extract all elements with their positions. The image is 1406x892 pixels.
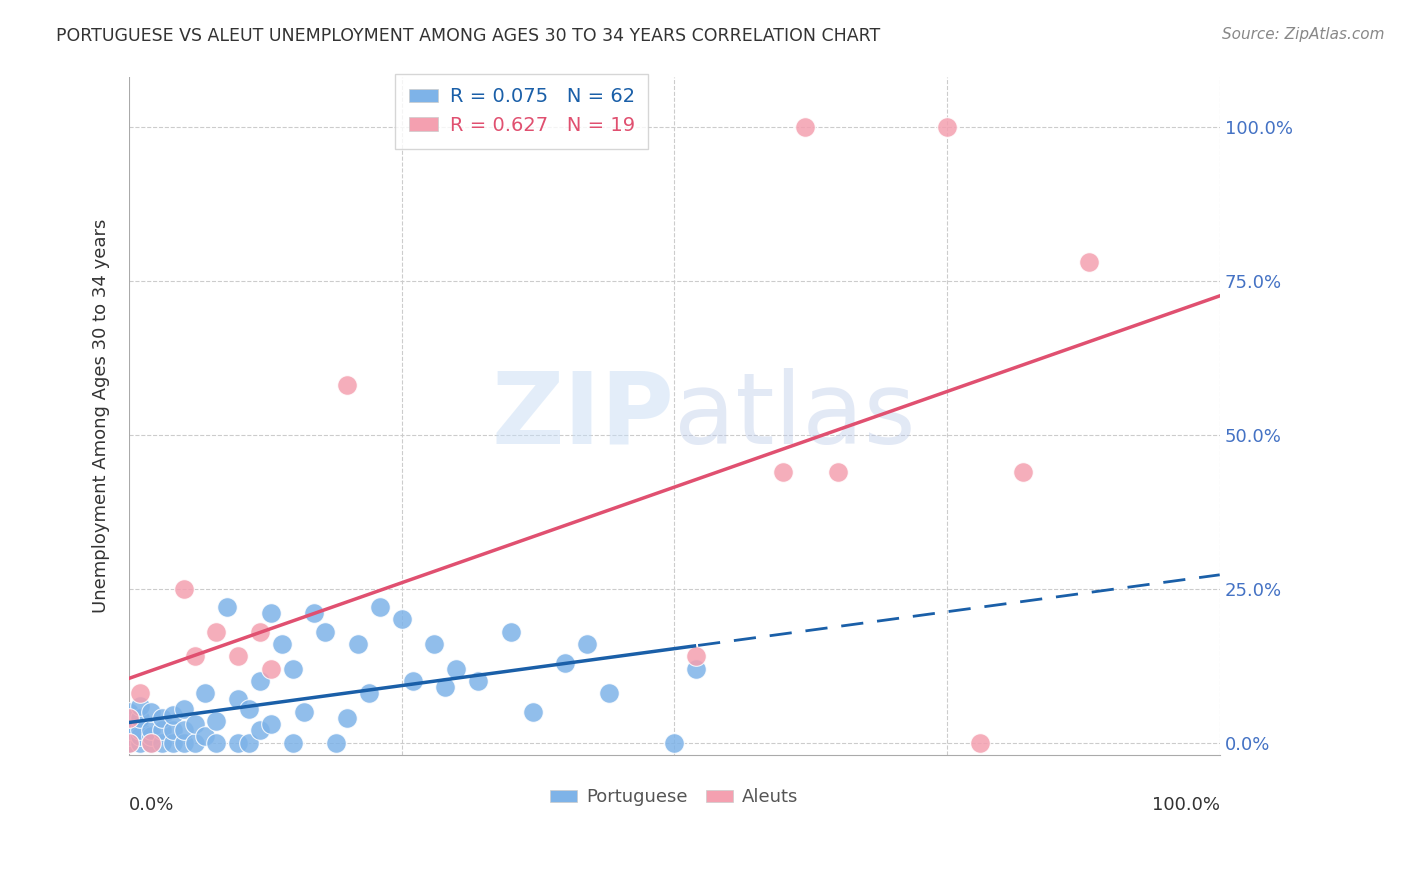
Point xyxy=(173,702,195,716)
Point xyxy=(685,649,707,664)
Point xyxy=(446,662,468,676)
Point xyxy=(1077,255,1099,269)
Point xyxy=(118,711,141,725)
Point xyxy=(685,662,707,676)
Point xyxy=(173,735,195,749)
Point xyxy=(129,686,152,700)
Point xyxy=(281,735,304,749)
Point xyxy=(194,730,217,744)
Point xyxy=(205,714,228,728)
Text: 0.0%: 0.0% xyxy=(129,796,174,814)
Point xyxy=(304,607,326,621)
Point xyxy=(347,637,370,651)
Point xyxy=(150,711,173,725)
Point xyxy=(139,723,162,738)
Point xyxy=(183,717,205,731)
Point xyxy=(118,705,141,719)
Point xyxy=(336,378,359,392)
Point xyxy=(150,735,173,749)
Point xyxy=(129,711,152,725)
Point xyxy=(554,656,576,670)
Point xyxy=(118,717,141,731)
Text: atlas: atlas xyxy=(675,368,917,465)
Point xyxy=(1012,465,1035,479)
Point xyxy=(357,686,380,700)
Point xyxy=(576,637,599,651)
Point xyxy=(270,637,292,651)
Point xyxy=(217,600,239,615)
Point xyxy=(260,662,283,676)
Point xyxy=(401,673,423,688)
Point xyxy=(183,649,205,664)
Point xyxy=(238,702,260,716)
Text: ZIP: ZIP xyxy=(492,368,675,465)
Point xyxy=(129,723,152,738)
Text: 100.0%: 100.0% xyxy=(1152,796,1220,814)
Point xyxy=(260,607,283,621)
Point xyxy=(368,600,391,615)
Point xyxy=(249,723,271,738)
Point xyxy=(238,735,260,749)
Point xyxy=(139,735,162,749)
Point xyxy=(226,692,249,706)
Point xyxy=(162,707,184,722)
Point xyxy=(118,735,141,749)
Point xyxy=(129,698,152,713)
Text: PORTUGUESE VS ALEUT UNEMPLOYMENT AMONG AGES 30 TO 34 YEARS CORRELATION CHART: PORTUGUESE VS ALEUT UNEMPLOYMENT AMONG A… xyxy=(56,27,880,45)
Point xyxy=(226,735,249,749)
Point xyxy=(139,705,162,719)
Point xyxy=(423,637,446,651)
Point xyxy=(118,735,141,749)
Point xyxy=(139,730,162,744)
Point xyxy=(139,735,162,749)
Point xyxy=(336,711,359,725)
Point xyxy=(434,680,457,694)
Point xyxy=(205,624,228,639)
Point xyxy=(162,723,184,738)
Point xyxy=(391,612,413,626)
Point xyxy=(249,624,271,639)
Point xyxy=(664,735,686,749)
Point xyxy=(249,673,271,688)
Y-axis label: Unemployment Among Ages 30 to 34 years: Unemployment Among Ages 30 to 34 years xyxy=(93,219,110,614)
Point xyxy=(205,735,228,749)
Point xyxy=(827,465,849,479)
Point xyxy=(173,582,195,596)
Point xyxy=(226,649,249,664)
Point xyxy=(325,735,347,749)
Point xyxy=(162,735,184,749)
Point xyxy=(522,705,544,719)
Point xyxy=(292,705,315,719)
Point xyxy=(118,723,141,738)
Point xyxy=(314,624,336,639)
Point xyxy=(794,120,817,134)
Point xyxy=(936,120,959,134)
Point xyxy=(183,735,205,749)
Text: Source: ZipAtlas.com: Source: ZipAtlas.com xyxy=(1222,27,1385,42)
Point xyxy=(772,465,794,479)
Point xyxy=(129,735,152,749)
Point xyxy=(281,662,304,676)
Point xyxy=(969,735,991,749)
Point xyxy=(499,624,522,639)
Point xyxy=(260,717,283,731)
Point xyxy=(194,686,217,700)
Point xyxy=(129,730,152,744)
Point xyxy=(467,673,489,688)
Legend: Portuguese, Aleuts: Portuguese, Aleuts xyxy=(543,781,806,814)
Point xyxy=(150,723,173,738)
Point xyxy=(598,686,620,700)
Point xyxy=(173,723,195,738)
Point xyxy=(118,730,141,744)
